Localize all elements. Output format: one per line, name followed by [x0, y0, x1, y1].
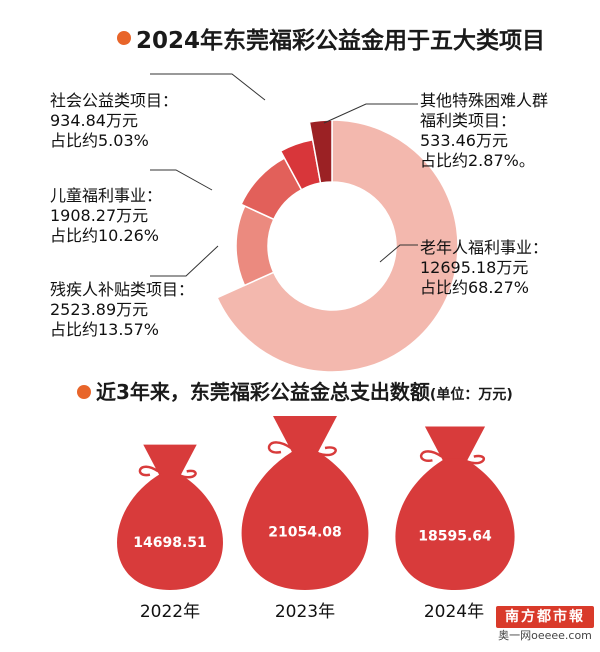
label-social-percent: 占比约5.03% [50, 131, 149, 150]
bag-value-label-2: 18595.64 [418, 528, 492, 544]
label-other-value: 533.46万元 [420, 131, 508, 150]
year-label-2022: 2022年 [139, 602, 201, 622]
label-social: 社会公益类项目： 934.84万元 占比约5.03% [50, 91, 178, 151]
label-disabled-value: 2523.89万元 [50, 300, 149, 319]
leader-line-disabled [150, 245, 219, 277]
year-label-2024: 2024年 [423, 602, 485, 622]
slice-disabled [235, 205, 275, 287]
label-children-percent: 占比约10.26% [50, 226, 160, 245]
bottom-title-unit: (单位：万元) [429, 387, 513, 403]
leader-line-children [150, 169, 213, 191]
label-children-value: 1908.27万元 [50, 206, 149, 225]
leader-line-other [323, 103, 418, 124]
bottom-title: 近3年来，东莞福彩公益金总支出数额(单位：万元) [96, 376, 513, 405]
money-bag-body-2 [395, 458, 515, 590]
slice-other [308, 119, 333, 184]
newspaper-logo: 南方都市報 奥一网oeeee.com [496, 606, 594, 646]
label-disabled: 残疾人补贴类项目： 2523.89万元 占比约13.57% [50, 280, 194, 340]
bag-value-label-0: 14698.51 [133, 535, 207, 551]
label-disabled-percent: 占比约13.57% [50, 320, 160, 339]
label-social-name: 社会公益类项目： [50, 91, 179, 110]
bag-value-label-1: 21054.08 [268, 525, 342, 541]
label-other: 其他特殊困难人群 福利类项目： 533.46万元 占比约2.87%。 [420, 91, 548, 171]
money-bag-2: 18595.64 [395, 426, 515, 590]
leader-line-social [150, 73, 266, 101]
label-other-name-1: 其他特殊困难人群 [420, 91, 549, 110]
logo-site: 奥一网oeeee.com [498, 629, 592, 642]
label-elderly-name: 老年人福利事业： [420, 238, 549, 257]
money-bag-1: 21054.08 [241, 416, 369, 590]
bottom-title-text: 近3年来，东莞福彩公益金总支出数额 [96, 380, 430, 404]
top-title: 2024年东莞福彩公益金用于五大类项目 [136, 28, 546, 54]
label-children-name: 儿童福利事业： [50, 186, 163, 205]
label-disabled-name: 残疾人补贴类项目： [50, 280, 195, 299]
money-bag-body-1 [241, 450, 369, 590]
money-bag-neck-1 [273, 416, 337, 454]
label-social-value: 934.84万元 [50, 111, 138, 130]
money-bag-neck-2 [424, 426, 486, 463]
money-bag-body-0 [117, 473, 223, 590]
money-bag-0: 14698.51 [117, 444, 223, 590]
donut-hole [269, 183, 395, 309]
year-label-2023: 2023年 [274, 602, 336, 622]
label-elderly: 老年人福利事业： 12695.18万元 占比约68.27% [420, 238, 548, 298]
label-other-name-2: 福利类项目： [420, 111, 517, 130]
label-other-percent: 占比约2.87%。 [420, 151, 535, 170]
title-bullet-icon-2 [77, 385, 91, 399]
label-elderly-value: 12695.18万元 [420, 258, 529, 277]
logo-name: 南方都市報 [496, 606, 594, 628]
leader-line-elderly [379, 244, 418, 263]
label-elderly-percent: 占比约68.27% [420, 278, 530, 297]
label-children: 儿童福利事业： 1908.27万元 占比约10.26% [50, 186, 162, 246]
money-bag-neck-0 [143, 444, 197, 477]
title-bullet-icon [117, 31, 131, 45]
